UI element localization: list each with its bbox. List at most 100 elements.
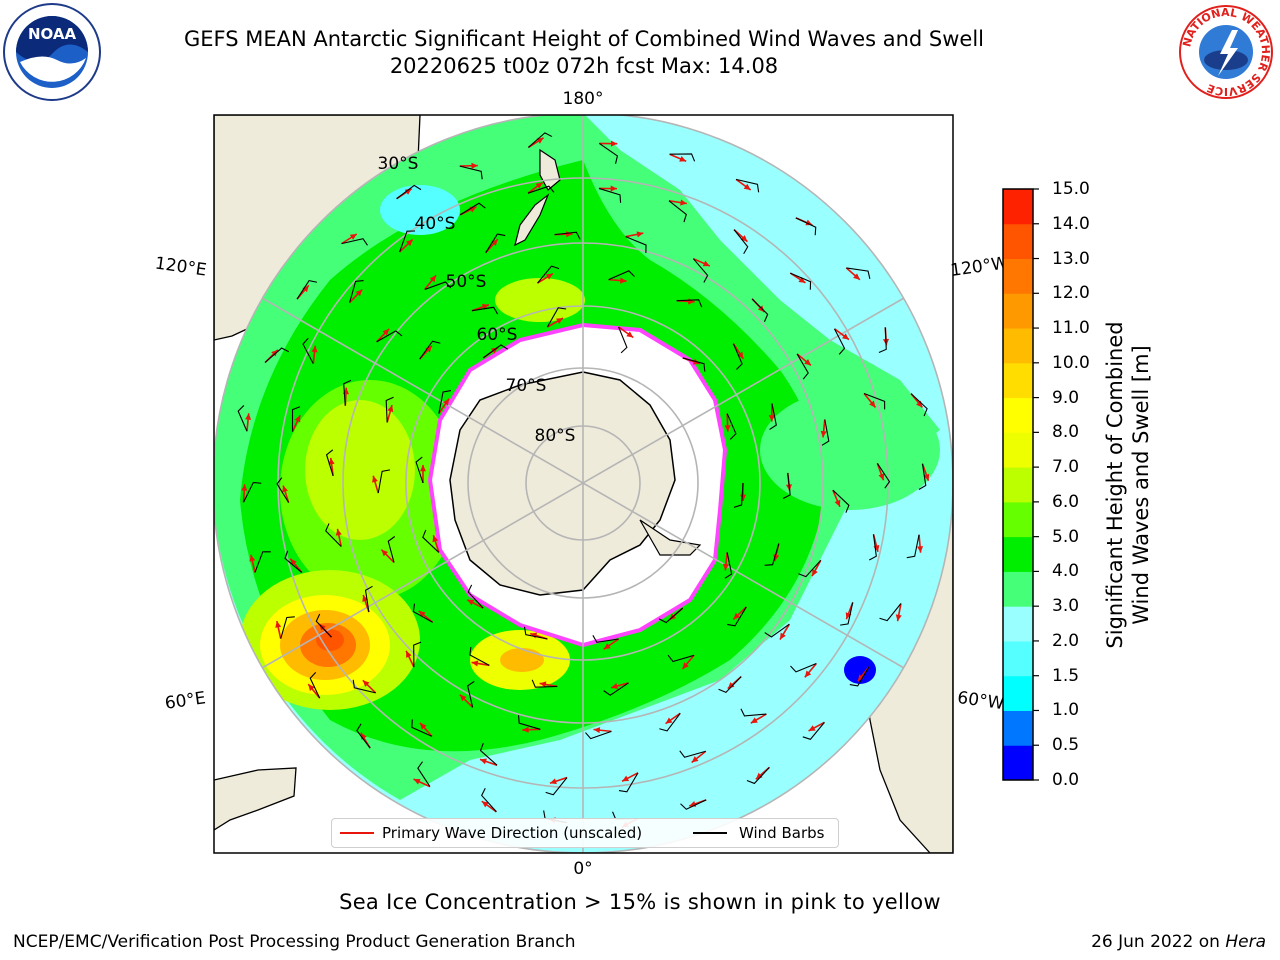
wave-direction-swatch: [340, 832, 374, 834]
wind-barb: [849, 666, 870, 687]
wind-barb: [481, 788, 497, 813]
wind-barb: [479, 742, 498, 766]
wind-barb: [459, 165, 483, 180]
wave-arrow-head: [724, 425, 731, 432]
wind-barb: [412, 603, 433, 623]
wave-arrow-head: [471, 162, 478, 169]
wind-barb: [790, 272, 812, 290]
wind-barb: [879, 603, 902, 622]
wave-arrow-head: [679, 155, 687, 162]
wave-arrow-head: [737, 351, 744, 359]
credit-line: NCEP/EMC/Verification Post Processing Pr…: [13, 932, 576, 952]
wave-arrow-head: [404, 188, 412, 195]
wind-barb: [680, 799, 707, 810]
wind-barb: [302, 337, 314, 364]
wave-arrow-head: [727, 682, 735, 689]
wave-arrow-head: [535, 182, 543, 189]
wind-barb: [482, 344, 509, 359]
latitude-label-40s: 40°S: [415, 214, 456, 234]
wind-barb: [603, 682, 629, 696]
colorbar-cell: [1003, 258, 1033, 294]
wind-barb: [280, 616, 295, 639]
wave-arrow-head: [804, 359, 811, 366]
wave-direction-arrows: [241, 137, 930, 828]
wind-barb: [424, 281, 452, 290]
map-legend: Primary Wave Direction (unscaled) Wind B…: [331, 818, 839, 848]
wind-barb: [467, 584, 484, 609]
colorbar-tick-label: 3.0: [1052, 596, 1080, 617]
wave-arrow-head: [610, 185, 617, 192]
wind-barb: [790, 662, 817, 673]
wave-arrow-head: [311, 345, 318, 353]
wave-arrow-head: [467, 599, 475, 606]
wave-arrow-head: [362, 680, 370, 687]
longitude-label-180: 180°: [563, 89, 604, 109]
wave-arrow-head: [328, 457, 335, 465]
wind-barb: [718, 676, 742, 694]
wind-barb: [415, 456, 424, 484]
wind-barb: [396, 184, 422, 200]
wave-arrow-head: [241, 484, 248, 491]
wave-arrow-head: [626, 331, 634, 338]
colorbar: [1003, 189, 1033, 781]
wind-barb: [517, 715, 541, 730]
longitude-label-60e: 60°E: [164, 688, 207, 713]
longitude-label-120w: 120°W: [949, 253, 1009, 281]
wave-arrow-head: [680, 199, 687, 206]
wave-arrow-head: [429, 275, 437, 283]
wave-arrow-head: [768, 415, 775, 422]
wind-barb: [528, 132, 553, 148]
colorbar-cell: [1003, 432, 1033, 468]
colorbar-label-line2: Wind Waves and Swell [m]: [1129, 345, 1153, 625]
wind-barb: [469, 646, 490, 666]
wind-barb: [733, 482, 744, 508]
colorbar-cell: [1003, 397, 1033, 433]
wind-barb: [658, 607, 684, 624]
wave-arrow-head: [857, 674, 865, 682]
wave-arrow-head: [481, 801, 489, 808]
wave-arrow-head: [549, 778, 557, 785]
wind-barb: [237, 405, 248, 432]
wave-arrow-head: [804, 670, 812, 678]
colorbar-tick-label: 2.0: [1052, 630, 1080, 651]
wind-barb: [798, 559, 822, 578]
wind-barb: [869, 534, 877, 561]
wave-arrow-head: [479, 758, 487, 765]
wind-barb: [764, 623, 790, 638]
wind-barb: [284, 550, 303, 573]
wind-barb: [592, 635, 619, 643]
colorbar-tick-label: 15.0: [1052, 179, 1090, 199]
wind-barb: [399, 230, 416, 253]
wave-arrow-head: [740, 494, 747, 501]
wind-barb: [726, 413, 737, 440]
wind-barb: [467, 680, 475, 708]
latitude-label-30s: 30°S: [378, 154, 419, 174]
map-frame: [213, 114, 954, 854]
wind-barb: [554, 231, 581, 240]
colorbar-tick-label: 8.0: [1052, 422, 1080, 443]
wave-arrow-head: [755, 772, 763, 780]
wave-arrow-head: [349, 233, 357, 240]
colorbar-tick-label: 9.0: [1052, 387, 1080, 408]
colorbar-cell: [1003, 189, 1033, 225]
wave-arrow-head: [481, 303, 489, 310]
wind-barb: [608, 270, 635, 281]
colorbar-cell: [1003, 536, 1033, 572]
colorbar-tick-label: 1.5: [1052, 665, 1080, 686]
colorbar-tick-label: 7.0: [1052, 457, 1080, 478]
wave-arrow-head: [620, 277, 627, 284]
wind-barb: [376, 330, 403, 343]
wind-barb: [356, 723, 371, 749]
wave-arrow-head: [805, 219, 813, 226]
wind-barb: [341, 238, 368, 246]
antarctica: [427, 322, 728, 648]
wind-barb: [459, 202, 486, 216]
wave-arrow-head: [869, 400, 876, 408]
wind-barb: [417, 761, 431, 787]
wave-arrow-head: [302, 285, 309, 293]
wind-barb: [349, 280, 364, 303]
wind-barb: [598, 187, 622, 203]
wave-arrow-head: [282, 485, 288, 493]
wind-barb: [618, 326, 628, 354]
